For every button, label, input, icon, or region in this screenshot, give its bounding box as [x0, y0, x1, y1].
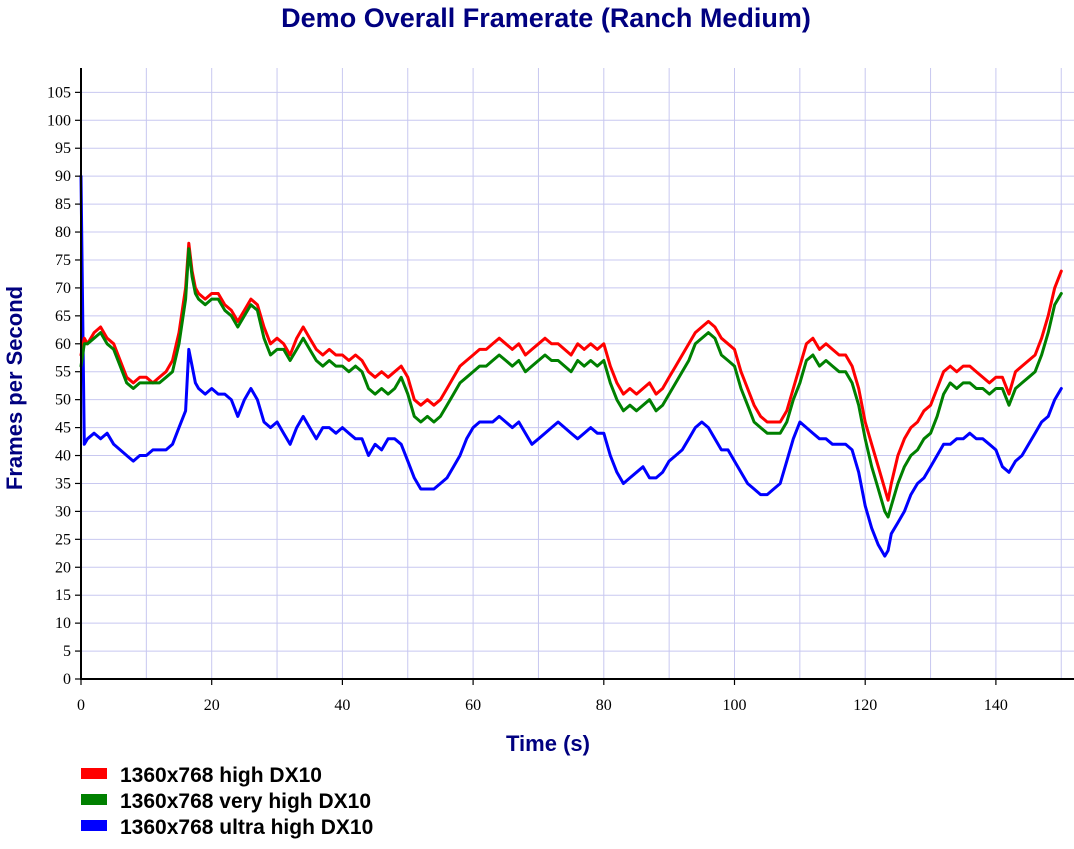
y-tick-label: 95: [55, 140, 71, 157]
y-tick-label: 30: [55, 503, 71, 520]
y-tick-label: 10: [55, 615, 71, 632]
x-tick-label: 80: [596, 697, 612, 714]
y-tick-label: 80: [55, 224, 71, 241]
y-tick-label: 20: [55, 559, 71, 576]
y-tick-label: 55: [55, 364, 71, 381]
y-tick-label: 100: [47, 112, 71, 129]
y-tick-label: 70: [55, 280, 71, 297]
y-tick-label: 60: [55, 336, 71, 353]
chart-title: Demo Overall Framerate (Ranch Medium): [281, 3, 811, 33]
plot-area: [79, 174, 1063, 558]
y-tick-label: 75: [55, 252, 71, 269]
x-tick-label: 120: [853, 697, 877, 714]
legend: 1360x768 high DX10 1360x768 very high DX1…: [81, 764, 373, 839]
legend-label: 1360x768 ultra high DX10: [120, 816, 373, 839]
y-tick-label: 45: [55, 420, 71, 437]
y-tick-label: 0: [63, 671, 71, 688]
y-tick-label: 85: [55, 196, 71, 213]
x-tick-label: 140: [984, 697, 1008, 714]
legend-swatch: [81, 768, 107, 779]
y-tick-label: 25: [55, 531, 71, 548]
y-tick-label: 15: [55, 587, 71, 604]
legend-label: 1360x768 high DX10: [120, 764, 322, 787]
axis-ticks: 0 5 10 15 20 25 30 35 40 45 50 55 60 65 70 75 80 85 90 95 10…: [47, 84, 1008, 714]
series-line-1: [79, 241, 1063, 502]
y-tick-label: 90: [55, 168, 71, 185]
y-tick-label: 5: [63, 643, 71, 660]
y-axis-label: Frames per Second: [2, 286, 27, 490]
x-tick-label: 60: [465, 697, 481, 714]
y-tick-label: 40: [55, 448, 71, 465]
legend-swatch: [81, 794, 107, 805]
y-tick-label: 50: [55, 392, 71, 409]
x-tick-label: 100: [723, 697, 747, 714]
y-tick-label: 105: [47, 84, 71, 101]
y-tick-label: 65: [55, 308, 71, 325]
x-axis-label: Time (s): [506, 731, 590, 756]
legend-label: 1360x768 very high DX10: [120, 790, 371, 813]
series-line-3: [79, 174, 1063, 558]
y-tick-label: 35: [55, 475, 71, 492]
series-line-2: [79, 247, 1063, 519]
x-tick-label: 40: [334, 697, 350, 714]
legend-swatch: [81, 820, 107, 831]
x-tick-label: 0: [77, 697, 85, 714]
x-tick-label: 20: [204, 697, 220, 714]
gridlines: [81, 68, 1074, 679]
